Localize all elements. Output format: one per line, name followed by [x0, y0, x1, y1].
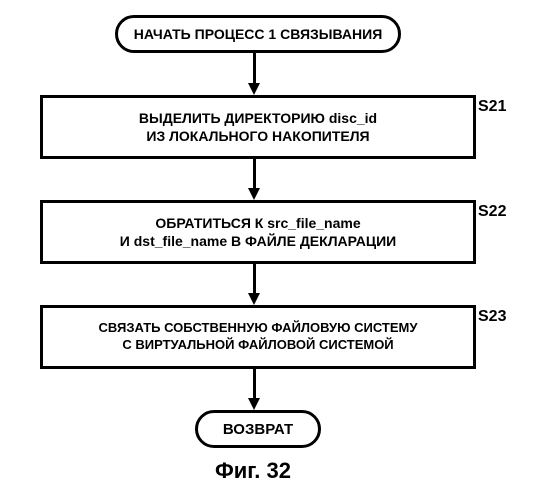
step1-line2: ИЗ ЛОКАЛЬНОГО НАКОПИТЕЛЯ: [146, 127, 369, 145]
arrow-2-line: [253, 156, 256, 188]
step2-line2: И dst_file_name В ФАЙЛЕ ДЕКЛАРАЦИИ: [120, 232, 396, 250]
step3-line2: С ВИРТУАЛЬНОЙ ФАЙЛОВОЙ СИСТЕМОЙ: [122, 337, 393, 354]
step2-node: ОБРАТИТЬСЯ К src_file_name И dst_file_na…: [40, 200, 476, 264]
step1-line1: ВЫДЕЛИТЬ ДИРЕКТОРИЮ disc_id: [139, 109, 377, 127]
arrow-1-head: [248, 83, 260, 95]
arrow-1-line: [253, 50, 256, 83]
arrow-3-line: [253, 261, 256, 293]
step2-line1: ОБРАТИТЬСЯ К src_file_name: [155, 214, 360, 232]
arrow-3-head: [248, 293, 260, 305]
flowchart-container: НАЧАТЬ ПРОЦЕСС 1 СВЯЗЫВАНИЯ ВЫДЕЛИТЬ ДИР…: [0, 0, 539, 500]
step1-node: ВЫДЕЛИТЬ ДИРЕКТОРИЮ disc_id ИЗ ЛОКАЛЬНОГ…: [40, 95, 476, 159]
step2-label: S22: [478, 203, 506, 221]
step1-label: S21: [478, 98, 506, 116]
start-text: НАЧАТЬ ПРОЦЕСС 1 СВЯЗЫВАНИЯ: [134, 26, 383, 42]
figure-caption: Фиг. 32: [215, 458, 291, 484]
end-node: ВОЗВРАТ: [195, 410, 321, 448]
arrow-4-line: [253, 366, 256, 398]
step3-label: S23: [478, 308, 506, 326]
step3-node: СВЯЗАТЬ СОБСТВЕННУЮ ФАЙЛОВУЮ СИСТЕМУ С В…: [40, 305, 476, 369]
start-node: НАЧАТЬ ПРОЦЕСС 1 СВЯЗЫВАНИЯ: [115, 15, 401, 53]
step3-line1: СВЯЗАТЬ СОБСТВЕННУЮ ФАЙЛОВУЮ СИСТЕМУ: [99, 320, 418, 337]
end-text: ВОЗВРАТ: [223, 421, 293, 438]
arrow-2-head: [248, 188, 260, 200]
arrow-4-head: [248, 398, 260, 410]
